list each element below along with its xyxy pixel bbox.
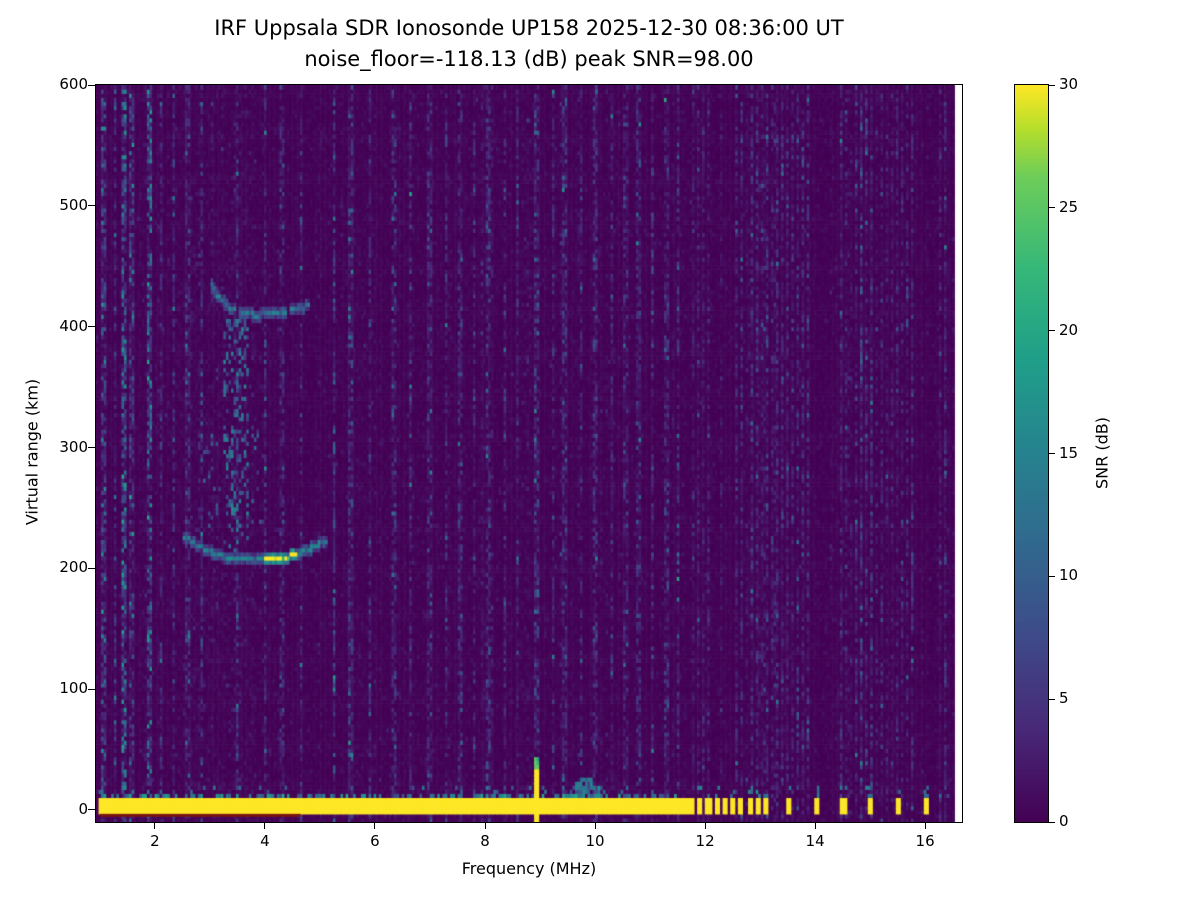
chart-subtitle: noise_floor=-118.13 (dB) peak SNR=98.00: [304, 47, 754, 71]
colorbar-gradient: [1015, 85, 1048, 822]
x-tick-mark: [264, 823, 266, 829]
x-tick-mark: [594, 823, 596, 829]
y-tick-label: 600: [59, 75, 88, 93]
plot-area: [95, 84, 963, 823]
colorbar-tick-label: 5: [1059, 689, 1069, 708]
x-tick-mark: [704, 823, 706, 829]
colorbar-tick-label: 15: [1059, 443, 1079, 462]
y-tick-mark: [88, 688, 95, 690]
colorbar-tick-label: 0: [1059, 812, 1069, 830]
y-tick-mark: [88, 809, 95, 811]
x-tick-label: 2: [150, 832, 160, 850]
x-tick-mark: [374, 823, 376, 829]
x-tick-mark: [924, 823, 926, 829]
y-tick-mark: [88, 447, 95, 448]
y-tick-label: 200: [59, 558, 88, 577]
y-tick-mark: [88, 326, 95, 328]
x-axis-label: Frequency (MHz): [461, 859, 597, 878]
y-tick-mark: [88, 567, 95, 569]
y-tick-label: 0: [78, 799, 88, 818]
colorbar-tick-label: 10: [1059, 566, 1079, 585]
colorbar-tick-label: 20: [1059, 320, 1079, 339]
y-tick-label: 100: [59, 679, 88, 698]
colorbar-tick-mark: [1049, 330, 1055, 332]
colorbar-tick-mark: [1049, 453, 1055, 454]
x-tick-label: 16: [915, 832, 935, 850]
x-tick-label: 14: [805, 832, 825, 850]
x-tick-label: 4: [260, 832, 270, 850]
chart-title: IRF Uppsala SDR Ionosonde UP158 2025-12-…: [214, 16, 844, 40]
x-tick-label: 6: [370, 832, 380, 850]
x-tick-mark: [814, 823, 816, 829]
y-tick-label: 400: [59, 316, 88, 335]
colorbar-tick-mark: [1049, 84, 1055, 86]
y-tick-label: 500: [59, 195, 88, 214]
colorbar-tick-mark: [1049, 575, 1055, 577]
y-tick-mark: [88, 205, 95, 207]
ionogram-heatmap-canvas: [96, 85, 962, 822]
x-tick-mark: [154, 823, 156, 829]
y-tick-label: 300: [59, 437, 88, 456]
x-tick-label: 8: [480, 832, 490, 850]
colorbar-tick-label: 30: [1059, 75, 1079, 93]
colorbar: [1014, 84, 1049, 823]
x-tick-mark: [484, 823, 486, 829]
colorbar-tick-mark: [1049, 698, 1055, 700]
colorbar-tick-mark: [1049, 821, 1055, 823]
colorbar-tick-mark: [1049, 207, 1055, 209]
y-axis-label: Virtual range (km): [22, 378, 42, 526]
x-tick-label: 12: [695, 832, 715, 850]
y-tick-mark: [88, 84, 95, 86]
x-tick-label: 10: [585, 832, 605, 850]
colorbar-tick-label: 25: [1059, 197, 1079, 216]
